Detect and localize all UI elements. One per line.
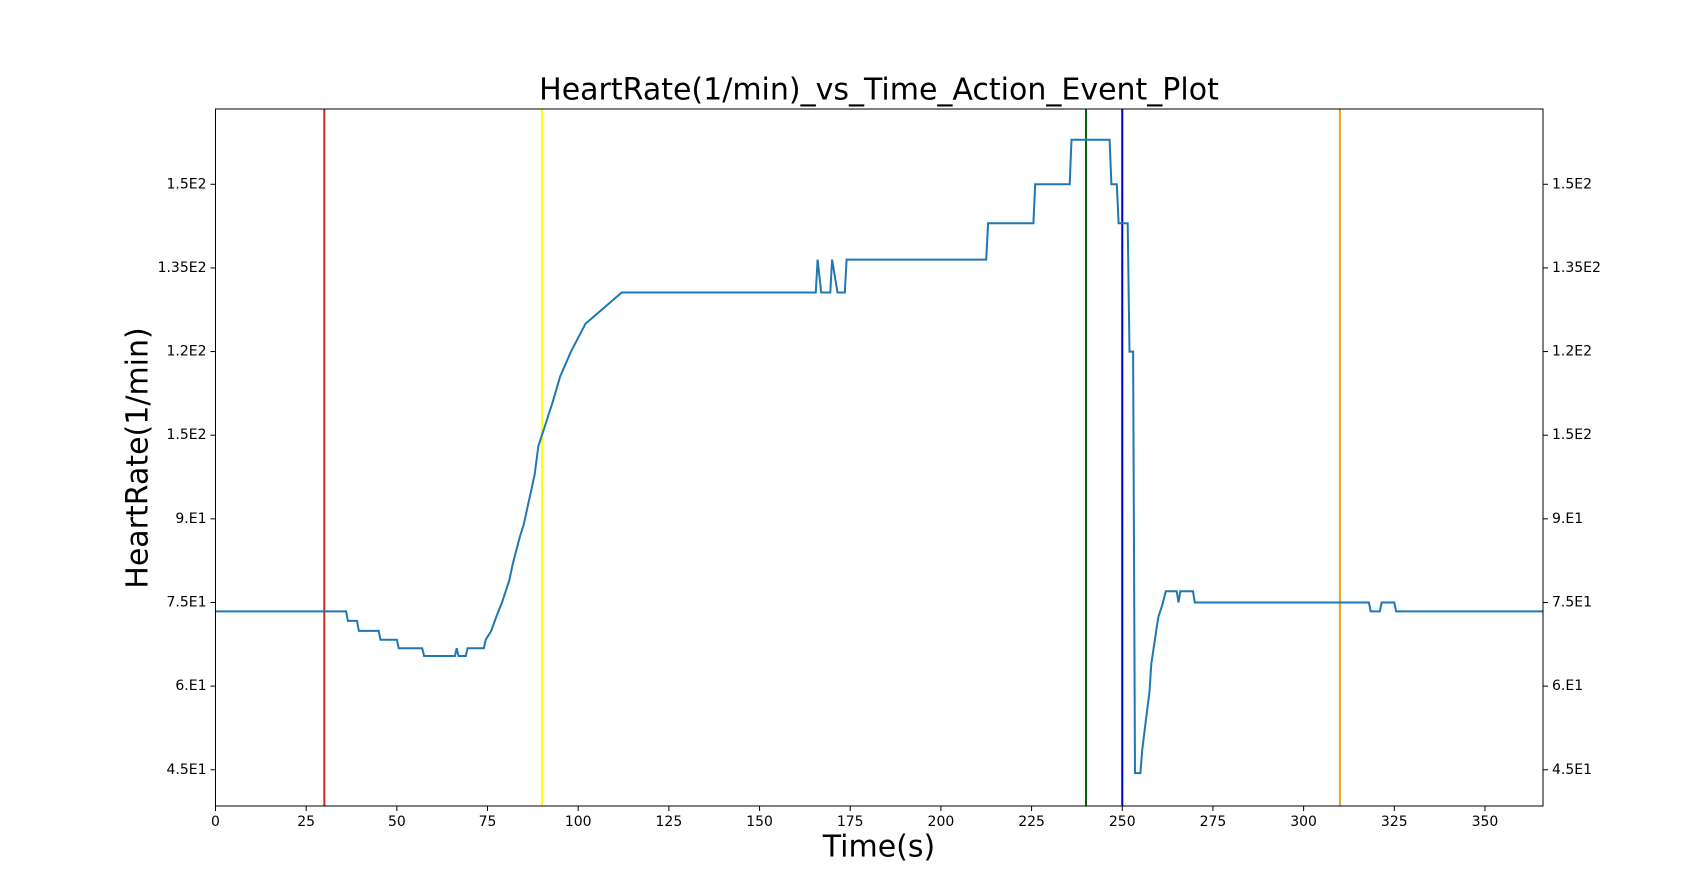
y-axis-label: HeartRate(1/min): [121, 327, 156, 588]
y-tick-label-right: 1.5E2: [1552, 176, 1592, 192]
x-tick-label: 325: [1381, 814, 1408, 830]
x-tick-label: 175: [837, 814, 864, 830]
x-tick-label: 300: [1290, 814, 1317, 830]
x-tick-label: 150: [746, 814, 773, 830]
x-tick-label: 25: [297, 814, 315, 830]
x-tick-label: 125: [656, 814, 683, 830]
y-tick-label-right: 6.E1: [1552, 678, 1583, 694]
heart-rate-line: [215, 138, 1543, 775]
y-tick-label: 6.E1: [175, 678, 206, 694]
x-tick-label: 0: [211, 814, 220, 830]
chart-title: HeartRate(1/min)_vs_Time_Action_Event_Pl…: [539, 73, 1219, 108]
x-tick-label: 275: [1200, 814, 1227, 830]
y-tick-label: 7.5E1: [166, 594, 206, 610]
x-axis-label: Time(s): [822, 830, 935, 865]
plot-frame: [215, 108, 1544, 807]
y-tick-label: 1.5E2: [166, 176, 206, 192]
x-tick-label: 50: [388, 814, 406, 830]
x-tick-label: 75: [479, 814, 497, 830]
y-tick-label: 1.35E2: [158, 260, 207, 276]
x-tick-label: 250: [1109, 814, 1136, 830]
x-tick-label: 100: [565, 814, 592, 830]
x-tick-label: 225: [1018, 814, 1045, 830]
y-tick-label-right: 1.2E2: [1552, 344, 1592, 360]
y-tick-label: 4.5E1: [166, 762, 206, 778]
x-tick-label: 350: [1472, 814, 1499, 830]
y-tick-label: 1.2E2: [166, 344, 206, 360]
y-tick-label-right: 4.5E1: [1552, 762, 1592, 778]
y-tick-label: 9.E1: [175, 511, 206, 527]
y-tick-label: 1.5E2: [166, 427, 206, 443]
y-tick-label-right: 1.35E2: [1552, 260, 1601, 276]
y-tick-label-right: 9.E1: [1552, 511, 1583, 527]
y-tick-label-right: 7.5E1: [1552, 594, 1592, 610]
x-tick-label: 200: [928, 814, 955, 830]
y-tick-label-right: 1.5E2: [1552, 427, 1592, 443]
